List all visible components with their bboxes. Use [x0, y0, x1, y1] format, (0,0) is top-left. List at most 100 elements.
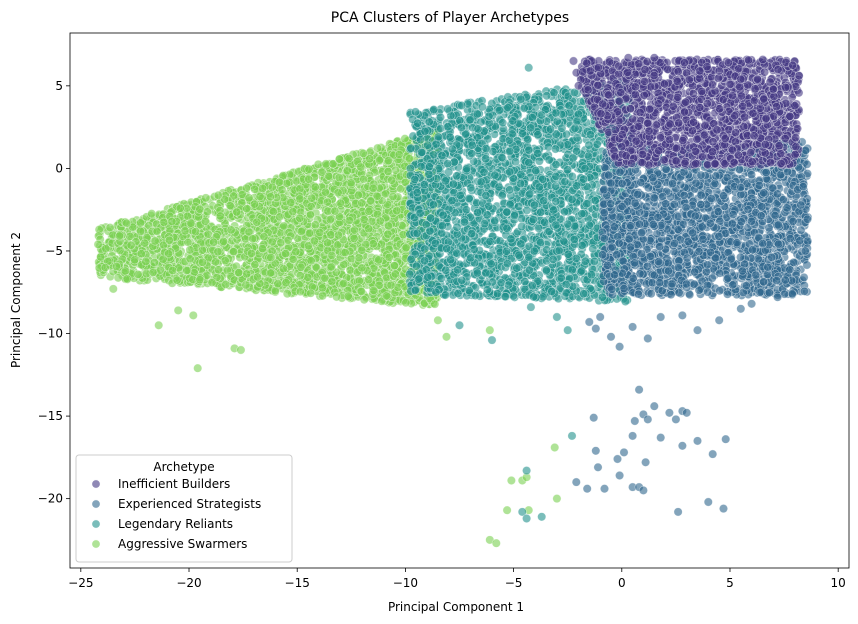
point-2 — [429, 105, 439, 115]
point-2 — [481, 154, 491, 164]
point-3 — [356, 162, 366, 172]
point-3 — [364, 206, 374, 216]
point-3 — [277, 185, 287, 195]
point-3 — [304, 174, 314, 184]
point-3 — [267, 182, 277, 192]
point-3 — [185, 254, 195, 264]
point-3 — [368, 239, 378, 249]
point-3 — [136, 249, 146, 259]
point-3 — [306, 202, 316, 212]
point-3 — [344, 216, 354, 226]
point-3 — [213, 190, 223, 200]
point-3 — [276, 238, 286, 248]
point-3 — [265, 268, 275, 278]
point-3 — [335, 198, 345, 208]
point-3 — [202, 207, 212, 217]
point-3 — [310, 182, 320, 192]
point-3 — [383, 166, 393, 176]
outlier-point — [188, 310, 198, 320]
point-3 — [257, 244, 267, 254]
chart-title: PCA Clusters of Player Archetypes — [331, 10, 569, 26]
point-3 — [359, 215, 369, 225]
point-3 — [112, 261, 122, 271]
point-3 — [295, 287, 305, 297]
point-2 — [485, 236, 495, 246]
point-3 — [304, 228, 314, 238]
point-3 — [274, 177, 284, 187]
point-3 — [384, 221, 394, 231]
point-3 — [318, 291, 328, 301]
point-3 — [105, 223, 115, 233]
point-3 — [250, 260, 260, 270]
point-3 — [394, 150, 404, 160]
point-3 — [242, 204, 252, 214]
point-3 — [384, 252, 394, 262]
point-3 — [198, 257, 208, 267]
point-3 — [344, 154, 354, 164]
outlier-point — [441, 332, 451, 342]
point-3 — [296, 262, 306, 272]
point-3 — [326, 230, 336, 240]
point-3 — [387, 175, 397, 185]
point-3 — [305, 210, 315, 220]
point-3 — [258, 183, 268, 193]
point-3 — [334, 173, 344, 183]
point-3 — [386, 280, 396, 290]
point-3 — [310, 220, 320, 230]
point-3 — [246, 249, 256, 259]
point-3 — [313, 159, 323, 169]
point-3 — [307, 193, 317, 203]
outlier-point — [550, 442, 560, 452]
point-3 — [195, 204, 205, 214]
point-3 — [147, 209, 157, 219]
point-3 — [195, 275, 205, 285]
point-3 — [354, 253, 364, 263]
point-3 — [388, 192, 398, 202]
point-3 — [296, 226, 306, 236]
point-3 — [120, 266, 130, 276]
point-3 — [259, 232, 269, 242]
point-3 — [366, 196, 376, 206]
point-3 — [96, 252, 106, 262]
point-3 — [368, 183, 378, 193]
point-3 — [304, 164, 314, 174]
point-3 — [288, 254, 298, 264]
points-layer — [93, 53, 813, 548]
point-3 — [209, 237, 219, 247]
point-3 — [101, 244, 111, 254]
point-2 — [435, 112, 445, 122]
point-3 — [279, 221, 289, 231]
point-3 — [130, 255, 140, 265]
point-3 — [207, 277, 217, 287]
point-3 — [323, 238, 333, 248]
point-3 — [122, 218, 132, 228]
point-3 — [333, 188, 343, 198]
point-3 — [286, 198, 296, 208]
point-3 — [357, 245, 367, 255]
point-3 — [150, 236, 160, 246]
point-3 — [115, 231, 125, 241]
point-3 — [221, 279, 231, 289]
point-3 — [349, 225, 359, 235]
point-3 — [152, 227, 162, 237]
point-3 — [265, 192, 275, 202]
point-3 — [321, 159, 331, 169]
point-3 — [266, 253, 276, 263]
point-3 — [357, 263, 367, 273]
point-3 — [248, 234, 258, 244]
point-3 — [381, 291, 391, 301]
outlier-point — [502, 505, 512, 515]
point-3 — [332, 292, 342, 302]
point-3 — [317, 283, 327, 293]
point-3 — [330, 206, 340, 216]
point-3 — [295, 194, 305, 204]
outlier-point — [173, 305, 183, 315]
point-3 — [322, 197, 332, 207]
point-3 — [280, 249, 290, 259]
point-3 — [213, 247, 223, 257]
point-3 — [211, 257, 221, 267]
point-3 — [326, 262, 336, 272]
point-3 — [359, 295, 369, 305]
point-3 — [401, 243, 411, 253]
